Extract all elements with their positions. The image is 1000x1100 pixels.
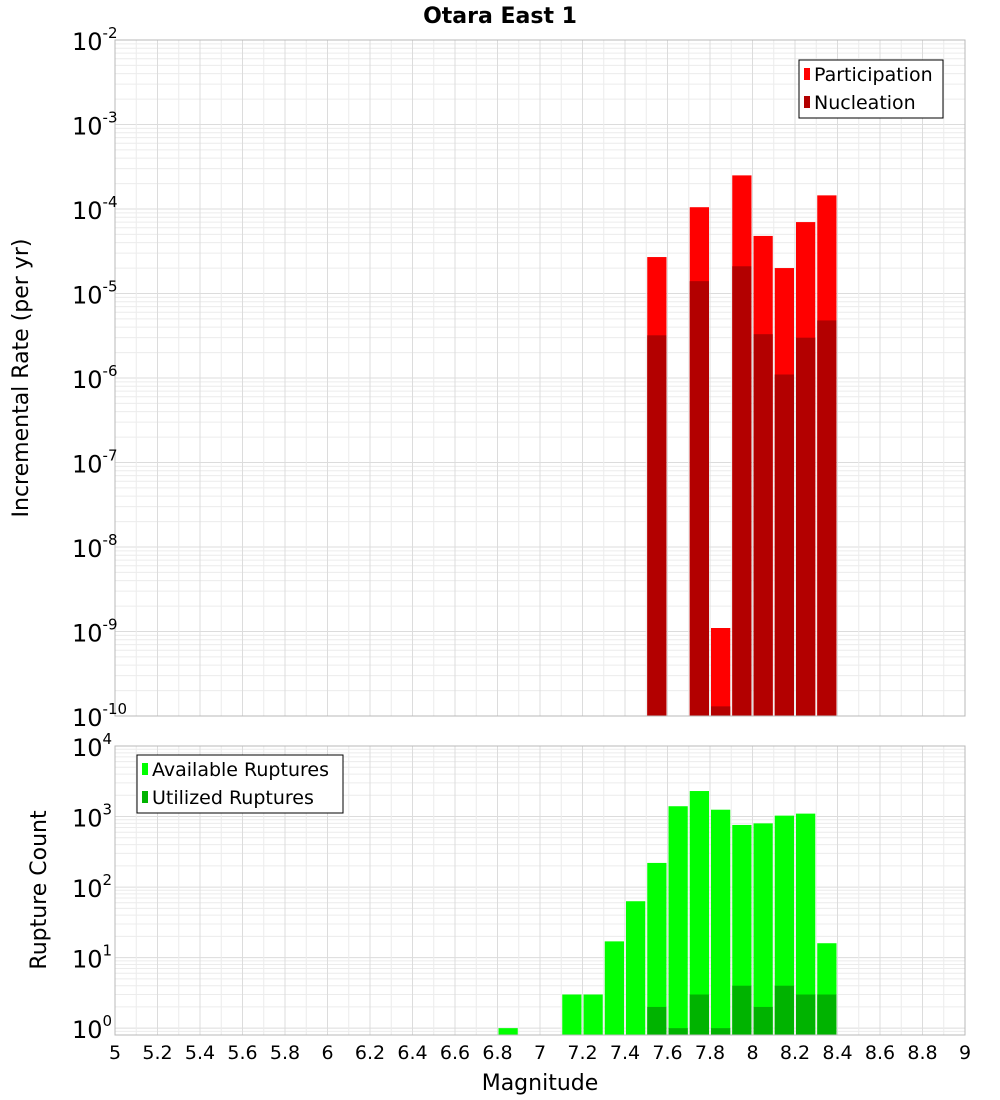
bar	[583, 994, 603, 1035]
x-tick-label: 8	[746, 1042, 758, 1064]
x-tick-label: 6.4	[397, 1042, 427, 1064]
x-tick-label: 6.2	[355, 1042, 385, 1064]
legend-label: Participation	[814, 64, 933, 86]
x-tick-label: 7	[534, 1042, 546, 1064]
bar	[668, 806, 688, 1035]
x-tick-label: 5.2	[142, 1042, 172, 1064]
y-tick-label: 10-4	[72, 193, 118, 225]
x-tick-label: 5.6	[227, 1042, 257, 1064]
bar	[689, 994, 709, 1035]
bar	[626, 901, 646, 1035]
y-tick-label: 10-8	[72, 531, 118, 563]
x-tick-label: 6	[321, 1042, 333, 1064]
bar	[753, 1006, 773, 1035]
bar	[796, 813, 816, 1035]
legend-box	[136, 754, 344, 814]
bar	[774, 374, 794, 716]
bar	[732, 824, 752, 1035]
x-tick-label: 5	[109, 1042, 121, 1064]
x-tick-label: 8.8	[907, 1042, 937, 1064]
bar	[689, 791, 709, 1035]
bar	[647, 335, 667, 716]
x-tick-label: 7.4	[610, 1042, 640, 1064]
x-tick-label: 7.2	[567, 1042, 597, 1064]
legend-swatch	[804, 96, 810, 108]
bar	[647, 1006, 667, 1035]
bar	[604, 941, 624, 1035]
x-tick-label: 5.4	[185, 1042, 215, 1064]
bar	[774, 815, 794, 1035]
plot-frame	[114, 39, 966, 717]
x-axis-label: Magnitude	[482, 1071, 599, 1096]
x-tick-label: 5.8	[270, 1042, 300, 1064]
bar	[498, 1028, 518, 1035]
legend-label: Utilized Ruptures	[152, 787, 314, 809]
y-tick-label: 10-7	[72, 447, 118, 479]
count-panel: 100 101 102 103 104 Available Ruptures Utilize…	[72, 730, 966, 1044]
bar	[562, 994, 582, 1035]
legend-swatch	[804, 68, 810, 80]
x-tick-label: 9	[959, 1042, 971, 1064]
bar	[774, 985, 794, 1035]
y-tick-label: 10-10	[72, 700, 127, 732]
bar	[753, 334, 773, 716]
bar	[817, 320, 837, 716]
x-tick-label: 7.8	[695, 1042, 725, 1064]
plot-frame	[114, 745, 966, 1036]
y-tick-label: 103	[72, 801, 112, 833]
bar	[711, 628, 731, 716]
bar	[753, 823, 773, 1035]
x-tick-label: 6.6	[440, 1042, 470, 1064]
bar	[711, 1028, 731, 1035]
bar	[689, 281, 709, 716]
y-tick-label: 10-3	[72, 109, 118, 141]
legend-box	[798, 59, 944, 119]
legend-swatch	[142, 763, 148, 775]
legend-label: Nucleation	[814, 92, 916, 114]
x-tick-label: 8.2	[780, 1042, 810, 1064]
rate-panel: 10-10 10-9 10-8 10-7 10-6 10-5 10-4 10-3 10-2 Par…	[72, 24, 966, 732]
y-tick-label: 100	[72, 1012, 112, 1044]
y-tick-label: 101	[72, 942, 112, 974]
y-tick-label: 10-2	[72, 24, 118, 56]
bar	[668, 1028, 688, 1035]
x-tick-label: 8.6	[865, 1042, 895, 1064]
x-axis: 5 5.2 5.4 5.6 5.8 6 6.2 6.4 6.6 6.8 7 7.2 7.4 7.6 7.8 8…	[109, 1042, 971, 1064]
x-tick-label: 7.6	[652, 1042, 682, 1064]
y-tick-label: 10-5	[72, 278, 118, 310]
y-tick-label: 102	[72, 871, 112, 903]
y-tick-label: 104	[72, 730, 112, 762]
bar	[796, 994, 816, 1035]
legend-swatch	[142, 791, 148, 803]
count-y-axis-label: Rupture Count	[27, 810, 52, 970]
legend-label: Available Ruptures	[152, 759, 329, 781]
x-tick-label: 8.4	[822, 1042, 852, 1064]
bar	[732, 266, 752, 716]
rate-y-axis-label: Incremental Rate (per yr)	[9, 239, 34, 518]
bar	[711, 706, 731, 716]
chart-title: Otara East 1	[423, 4, 577, 29]
y-tick-label: 10-9	[72, 616, 118, 648]
bar	[732, 985, 752, 1035]
bar	[796, 337, 816, 716]
x-tick-label: 6.8	[482, 1042, 512, 1064]
y-tick-label: 10-6	[72, 362, 118, 394]
bar	[711, 809, 731, 1035]
bar	[647, 862, 667, 1035]
bar	[817, 994, 837, 1035]
